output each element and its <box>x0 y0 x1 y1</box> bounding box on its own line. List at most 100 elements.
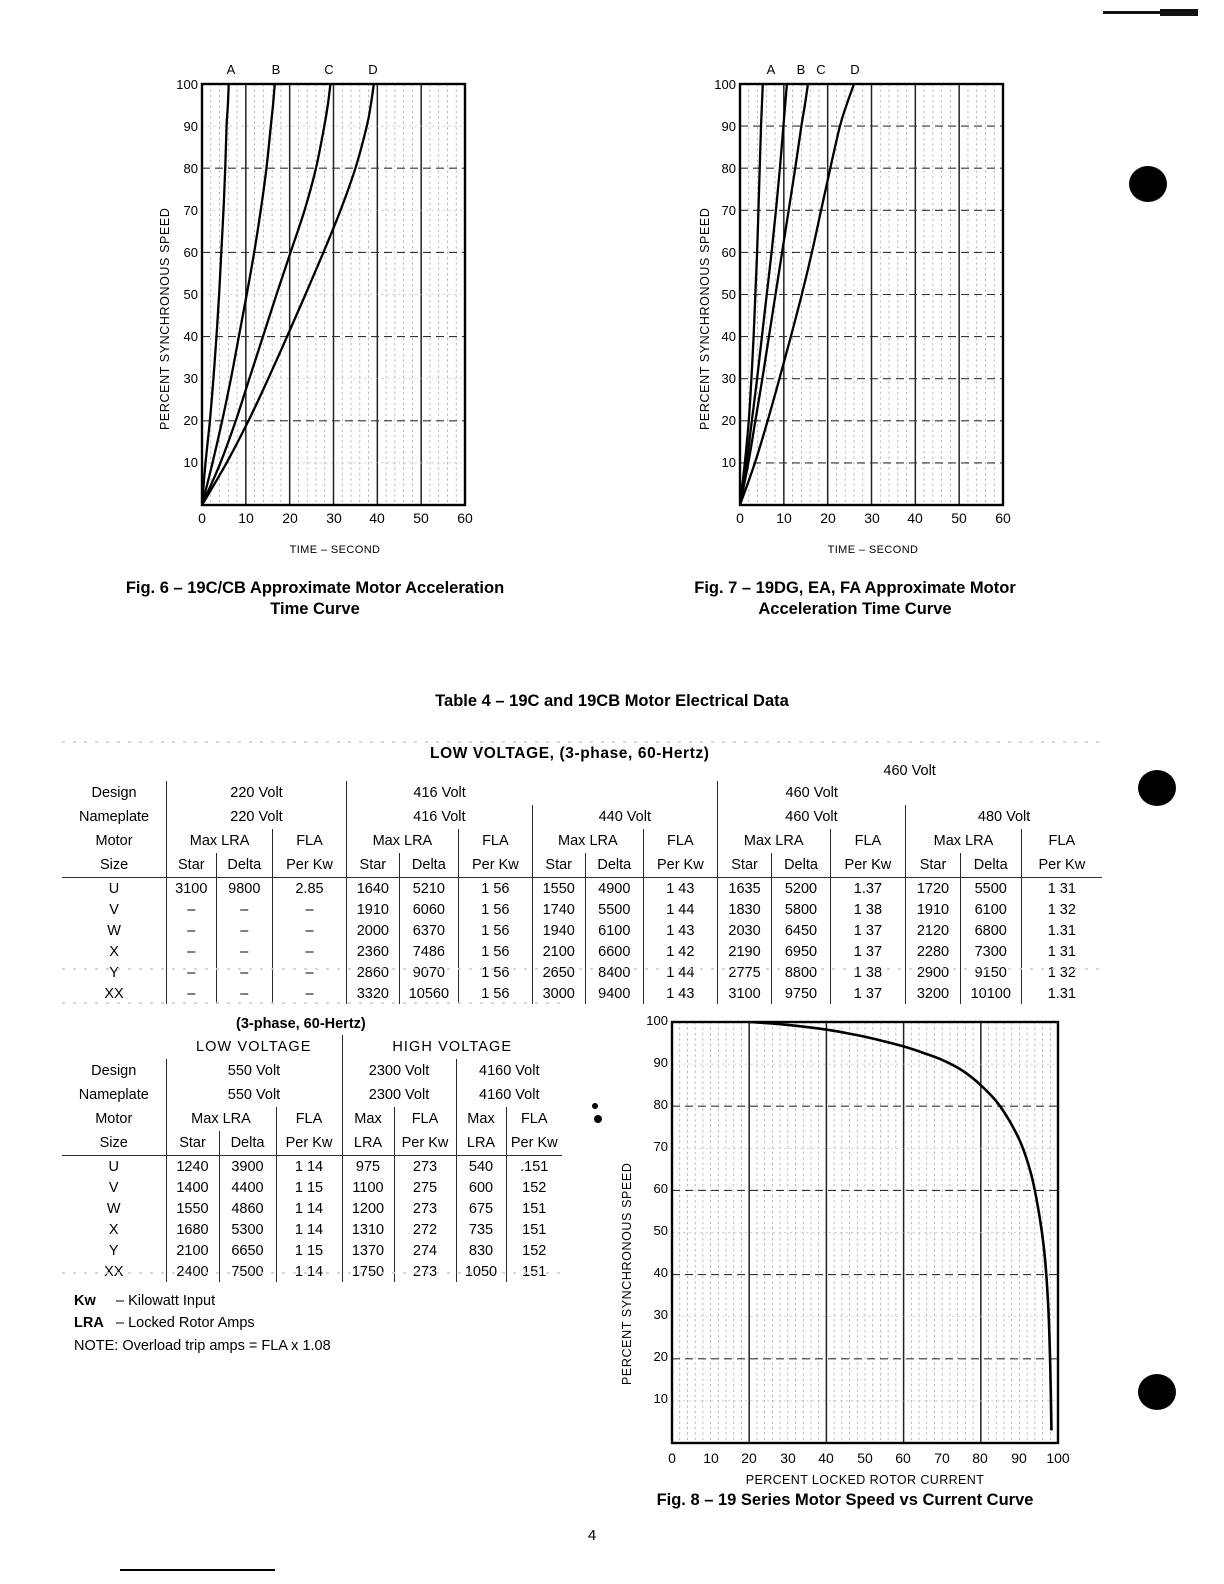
motor-size-cell: X <box>108 1221 119 1238</box>
table-cell-v480-2: 1 32 <box>1020 899 1102 920</box>
table-cell-v440-0: 3000 <box>531 983 586 1004</box>
table-cell-v460-2: 1.37 <box>829 877 906 899</box>
table-cell-v460-0: 3100 <box>716 983 772 1004</box>
table-cell-v2300-1: 272 <box>393 1219 456 1240</box>
table-cell-v4160-0: 830 <box>455 1240 506 1261</box>
table-cell-v440-1: 9400 <box>584 983 644 1004</box>
table-cell-v460-2: 1 37 <box>829 920 906 941</box>
table-cell-v220-2: – <box>272 962 347 983</box>
table-4-nameplate-460: 460 Volt <box>716 805 906 829</box>
table-cell-v550-1: 5300 <box>218 1219 276 1240</box>
table-5-4160-perkw: Per Kw <box>505 1131 562 1156</box>
table-cell-v220-1: – <box>215 899 273 920</box>
table-row: U 3100 9800 2.85 1640 5210 1 56 1550 4900 1 43 163… <box>62 877 1102 899</box>
table-cell-v4160-0: 735 <box>455 1219 506 1240</box>
table-4-label-motor: Motor <box>95 833 133 849</box>
fig7-ytick-40: 40 <box>721 329 736 344</box>
legend-kw-abbr: Kw <box>74 1293 96 1309</box>
curve-speed-vs-current <box>749 1022 1053 1431</box>
table-cell-v550-1: 3900 <box>218 1155 276 1177</box>
motor-size-cell: XX <box>104 985 124 1002</box>
fig6-ytick-50: 50 <box>183 287 198 302</box>
curve-C <box>202 84 332 505</box>
table-cell-v416-0: 2360 <box>345 941 400 962</box>
figure-7-caption: Fig. 7 – 19DG, EA, FA Approximate Motor … <box>620 578 1090 620</box>
table-cell-v440-2: 1 43 <box>642 877 718 899</box>
table-cell-v550-2: 1 14 <box>275 1155 342 1177</box>
table-cell-v220-1: – <box>215 920 273 941</box>
fig6-ytick-70: 70 <box>183 203 198 218</box>
footer-rule <box>120 1569 275 1571</box>
fig6-ytick-90: 90 <box>183 119 198 134</box>
table-cell-v460-2: 1 37 <box>829 983 906 1004</box>
scan-noise-line-table5-top <box>62 1002 562 1004</box>
table-cell-v440-1: 6100 <box>584 920 644 941</box>
table-cell-v480-0: 2120 <box>905 920 961 941</box>
legend-lra-text: – Locked Rotor Amps <box>116 1315 255 1332</box>
table-cell-v480-1: 10100 <box>959 983 1022 1004</box>
table-4-nameplate-row: Nameplate 220 Volt 416 Volt 440 Volt 460… <box>62 805 1102 829</box>
fig7-xtick-10: 10 <box>776 510 792 526</box>
fig7-xtick-30: 30 <box>864 510 880 526</box>
table-cell-v220-2: – <box>272 920 347 941</box>
table-cell-v480-2: 1.31 <box>1020 983 1102 1004</box>
table-4-design-span-row: 460 Volt <box>62 760 1102 781</box>
motor-size-cell: W <box>107 922 121 939</box>
table-4-design-416: 416 Volt <box>345 781 533 805</box>
table-4-440-fla: FLA <box>642 829 718 853</box>
table-cell-v4160-1: 152 <box>505 1240 562 1261</box>
table-cell-v460-0: 2030 <box>716 920 772 941</box>
fig8-xtick-10: 10 <box>703 1450 719 1466</box>
fig7-plot <box>738 82 1005 507</box>
table-5-nameplate-4160: 4160 Volt <box>455 1083 562 1107</box>
table-4-220-delta: Delta <box>215 853 273 878</box>
table-cell-v220-1: 9800 <box>215 877 273 899</box>
table-cell-v440-1: 8400 <box>584 962 644 983</box>
table-4-220-maxlra: Max LRA <box>166 829 273 853</box>
table-cell-v550-2: 1 15 <box>275 1177 342 1198</box>
table-cell-v4160-0: 675 <box>455 1198 506 1219</box>
motor-size-cell: V <box>108 1179 119 1196</box>
table-cell-v460-1: 6450 <box>771 920 831 941</box>
motor-size-cell: U <box>108 1158 119 1175</box>
table-cell-v460-1: 5800 <box>771 899 831 920</box>
fig8-xtick-80: 80 <box>972 1450 988 1466</box>
legend-kw-text: – Kilowatt Input <box>116 1293 216 1309</box>
legend-row-kw: Kw – Kilowatt Input <box>74 1290 504 1312</box>
table-4-416-delta: Delta <box>398 853 459 878</box>
table-5-label-motor: Motor <box>95 1111 133 1127</box>
fig7-xtick-50: 50 <box>951 510 967 526</box>
table-cell-v2300-1: 274 <box>393 1240 456 1261</box>
table-5-550-perkw: Per Kw <box>275 1131 342 1156</box>
scan-speck-icon <box>592 1103 598 1109</box>
table-4-design-220: 220 Volt <box>166 781 347 805</box>
fig7-ytick-30: 30 <box>721 371 736 386</box>
table-cell-v480-0: 2280 <box>905 941 961 962</box>
fig6-ytick-80: 80 <box>183 161 198 176</box>
table-4-416-star: Star <box>345 853 400 878</box>
fig7-ytick-20: 20 <box>721 413 736 428</box>
table-4-title: Table 4 – 19C and 19CB Motor Electrical … <box>435 692 789 710</box>
fig8-ytick-50: 50 <box>653 1223 668 1238</box>
table-4-nameplate-480: 480 Volt <box>905 805 1102 829</box>
table-5-design-550: 550 Volt <box>165 1059 342 1083</box>
fig6-ytick-10: 10 <box>183 455 198 470</box>
table-cell-v460-1: 5200 <box>771 877 831 899</box>
table-cell-v416-2: 1 56 <box>457 899 533 920</box>
table-cell-v550-1: 4400 <box>218 1177 276 1198</box>
table-cell-v440-1: 5500 <box>584 899 644 920</box>
table-cell-v220-1: – <box>215 962 273 983</box>
fig8-xtick-100: 100 <box>1046 1450 1070 1466</box>
table-cell-v416-1: 6370 <box>398 920 459 941</box>
table-5-550-fla: FLA <box>275 1107 342 1131</box>
table-cell-v220-0: – <box>166 983 217 1004</box>
table-cell-v550-0: 2400 <box>165 1261 219 1282</box>
fig8-xtick-90: 90 <box>1011 1450 1027 1466</box>
table-cell-v416-2: 1 56 <box>457 920 533 941</box>
table-cell-v220-2: – <box>272 983 347 1004</box>
fig6-xtick-60: 60 <box>457 510 473 526</box>
scan-noise-line-table5-bottom <box>62 1272 562 1274</box>
table-4-banner: LOW VOLTAGE, (3-phase, 60-Hertz) <box>430 745 710 762</box>
table-cell-v416-1: 10560 <box>398 983 459 1004</box>
table-4-480-perkw: Per Kw <box>1020 853 1102 878</box>
